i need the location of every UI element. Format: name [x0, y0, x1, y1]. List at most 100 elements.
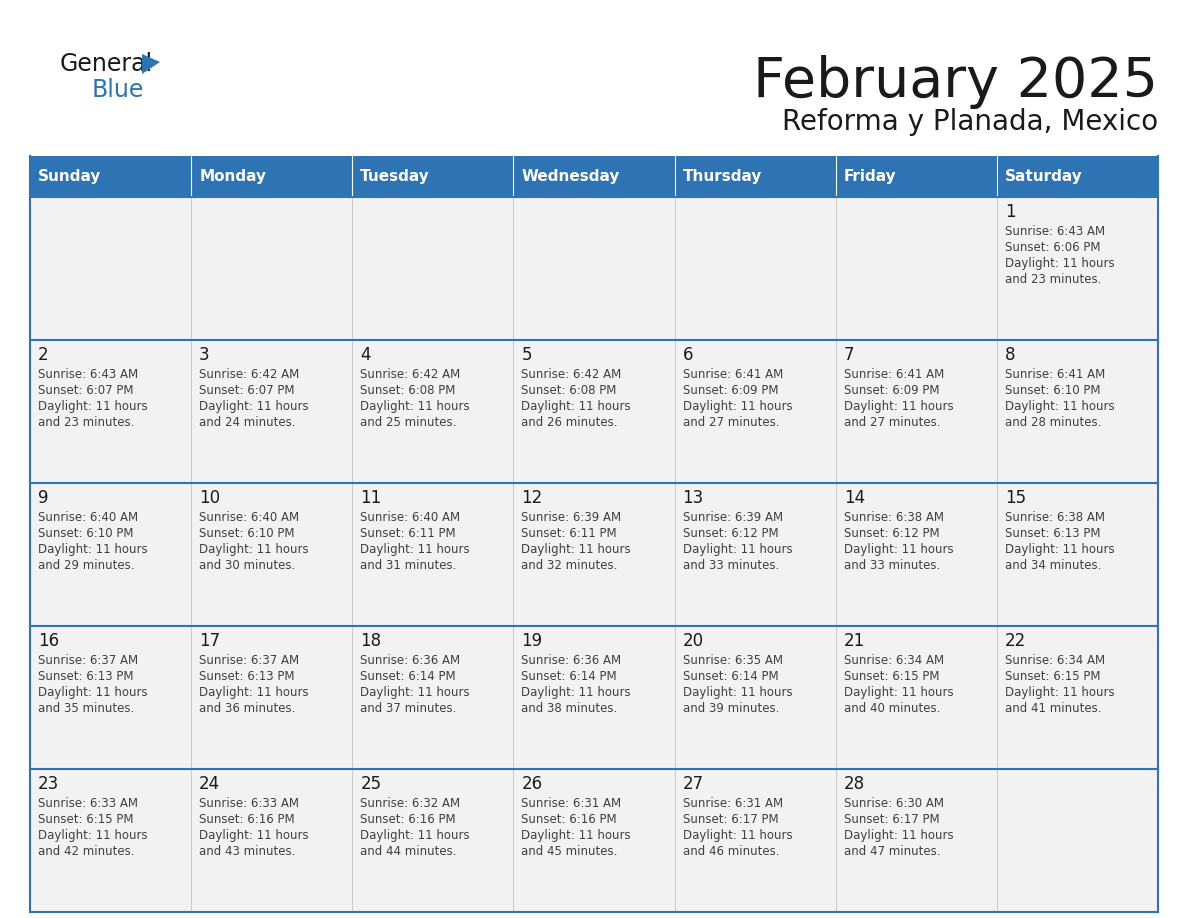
Text: and 37 minutes.: and 37 minutes. — [360, 702, 456, 715]
Text: Daylight: 11 hours: Daylight: 11 hours — [200, 543, 309, 556]
Text: Sunset: 6:09 PM: Sunset: 6:09 PM — [683, 384, 778, 397]
Text: 26: 26 — [522, 775, 543, 793]
Text: Sunset: 6:16 PM: Sunset: 6:16 PM — [522, 813, 617, 826]
Bar — [191, 197, 353, 340]
Text: Daylight: 11 hours: Daylight: 11 hours — [38, 543, 147, 556]
Text: Daylight: 11 hours: Daylight: 11 hours — [1005, 543, 1114, 556]
Text: 11: 11 — [360, 489, 381, 507]
Text: Sunday: Sunday — [38, 169, 101, 184]
Text: 20: 20 — [683, 632, 703, 650]
Text: Sunrise: 6:36 AM: Sunrise: 6:36 AM — [360, 654, 461, 667]
Bar — [835, 626, 997, 769]
Text: Daylight: 11 hours: Daylight: 11 hours — [522, 829, 631, 842]
Text: Sunrise: 6:43 AM: Sunrise: 6:43 AM — [38, 368, 138, 381]
Text: Sunrise: 6:38 AM: Sunrise: 6:38 AM — [843, 511, 943, 524]
Text: Sunrise: 6:41 AM: Sunrise: 6:41 AM — [843, 368, 944, 381]
Text: Sunset: 6:13 PM: Sunset: 6:13 PM — [200, 670, 295, 683]
Text: 15: 15 — [1005, 489, 1026, 507]
Text: Daylight: 11 hours: Daylight: 11 hours — [843, 829, 953, 842]
Text: Sunset: 6:17 PM: Sunset: 6:17 PM — [843, 813, 940, 826]
Text: Daylight: 11 hours: Daylight: 11 hours — [522, 543, 631, 556]
Text: Daylight: 11 hours: Daylight: 11 hours — [360, 543, 470, 556]
Text: Daylight: 11 hours: Daylight: 11 hours — [360, 829, 470, 842]
Text: Sunrise: 6:40 AM: Sunrise: 6:40 AM — [38, 511, 138, 524]
Text: 10: 10 — [200, 489, 220, 507]
Text: February 2025: February 2025 — [753, 55, 1158, 109]
Bar — [513, 626, 675, 769]
Text: and 30 minutes.: and 30 minutes. — [200, 559, 296, 572]
Bar — [191, 340, 353, 483]
Text: 27: 27 — [683, 775, 703, 793]
Text: Daylight: 11 hours: Daylight: 11 hours — [522, 400, 631, 413]
Text: Sunset: 6:11 PM: Sunset: 6:11 PM — [360, 527, 456, 540]
Text: Daylight: 11 hours: Daylight: 11 hours — [200, 686, 309, 699]
Text: Daylight: 11 hours: Daylight: 11 hours — [360, 400, 470, 413]
Text: Sunrise: 6:42 AM: Sunrise: 6:42 AM — [360, 368, 461, 381]
Text: and 44 minutes.: and 44 minutes. — [360, 845, 456, 858]
Bar — [675, 340, 835, 483]
Bar — [675, 156, 835, 197]
Text: and 33 minutes.: and 33 minutes. — [843, 559, 940, 572]
Text: and 26 minutes.: and 26 minutes. — [522, 416, 618, 429]
Text: 24: 24 — [200, 775, 220, 793]
Bar — [675, 197, 835, 340]
Text: and 34 minutes.: and 34 minutes. — [1005, 559, 1101, 572]
Bar — [353, 626, 513, 769]
Text: Sunset: 6:15 PM: Sunset: 6:15 PM — [1005, 670, 1100, 683]
Text: and 25 minutes.: and 25 minutes. — [360, 416, 456, 429]
Text: Daylight: 11 hours: Daylight: 11 hours — [843, 400, 953, 413]
Text: Sunset: 6:13 PM: Sunset: 6:13 PM — [38, 670, 133, 683]
Text: Sunrise: 6:31 AM: Sunrise: 6:31 AM — [522, 797, 621, 810]
Text: and 38 minutes.: and 38 minutes. — [522, 702, 618, 715]
Text: and 40 minutes.: and 40 minutes. — [843, 702, 940, 715]
Text: and 32 minutes.: and 32 minutes. — [522, 559, 618, 572]
Text: Sunrise: 6:35 AM: Sunrise: 6:35 AM — [683, 654, 783, 667]
Text: 21: 21 — [843, 632, 865, 650]
Bar — [513, 340, 675, 483]
Text: Sunrise: 6:43 AM: Sunrise: 6:43 AM — [1005, 225, 1105, 238]
Bar — [513, 483, 675, 626]
Text: Daylight: 11 hours: Daylight: 11 hours — [1005, 686, 1114, 699]
Text: Sunset: 6:12 PM: Sunset: 6:12 PM — [843, 527, 940, 540]
Text: 7: 7 — [843, 346, 854, 364]
Text: 8: 8 — [1005, 346, 1016, 364]
Text: Sunset: 6:15 PM: Sunset: 6:15 PM — [38, 813, 133, 826]
Text: Daylight: 11 hours: Daylight: 11 hours — [683, 543, 792, 556]
Text: Sunset: 6:10 PM: Sunset: 6:10 PM — [38, 527, 133, 540]
Bar — [353, 156, 513, 197]
Text: 9: 9 — [38, 489, 49, 507]
Text: and 27 minutes.: and 27 minutes. — [683, 416, 779, 429]
Bar — [353, 197, 513, 340]
Text: Sunset: 6:14 PM: Sunset: 6:14 PM — [360, 670, 456, 683]
Text: 2: 2 — [38, 346, 49, 364]
Bar — [30, 769, 191, 912]
Bar — [835, 340, 997, 483]
Bar — [353, 483, 513, 626]
Bar — [675, 769, 835, 912]
Text: Saturday: Saturday — [1005, 169, 1082, 184]
Text: 17: 17 — [200, 632, 220, 650]
Text: and 27 minutes.: and 27 minutes. — [843, 416, 940, 429]
Text: Sunset: 6:07 PM: Sunset: 6:07 PM — [200, 384, 295, 397]
Bar — [675, 483, 835, 626]
Text: and 24 minutes.: and 24 minutes. — [200, 416, 296, 429]
Text: 22: 22 — [1005, 632, 1026, 650]
Bar — [997, 197, 1158, 340]
Text: General: General — [61, 52, 153, 76]
Text: Friday: Friday — [843, 169, 896, 184]
Bar — [191, 156, 353, 197]
Text: Daylight: 11 hours: Daylight: 11 hours — [200, 400, 309, 413]
Text: and 28 minutes.: and 28 minutes. — [1005, 416, 1101, 429]
Text: 23: 23 — [38, 775, 59, 793]
Bar — [675, 626, 835, 769]
Text: and 46 minutes.: and 46 minutes. — [683, 845, 779, 858]
Text: Thursday: Thursday — [683, 169, 762, 184]
Bar — [513, 769, 675, 912]
Bar — [353, 340, 513, 483]
Text: 12: 12 — [522, 489, 543, 507]
Text: 6: 6 — [683, 346, 693, 364]
Text: and 23 minutes.: and 23 minutes. — [1005, 273, 1101, 286]
Text: 5: 5 — [522, 346, 532, 364]
Polygon shape — [143, 54, 160, 74]
Text: Sunset: 6:14 PM: Sunset: 6:14 PM — [683, 670, 778, 683]
